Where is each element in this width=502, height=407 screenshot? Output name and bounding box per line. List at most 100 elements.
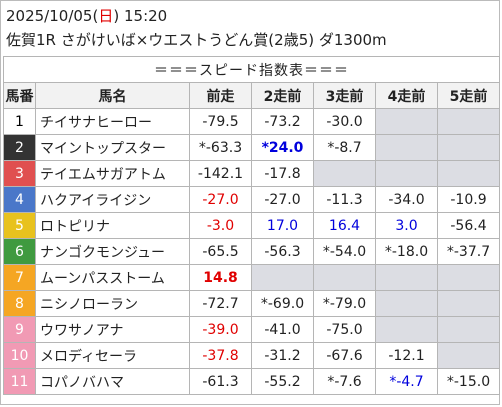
speed-index-3-races-ago: -75.0 bbox=[313, 316, 376, 343]
table-title: ＝＝＝スピード指数表＝＝＝ bbox=[3, 56, 500, 83]
speed-index-last-race: -142.1 bbox=[189, 160, 252, 187]
horse-name: テイエムサガアトム bbox=[35, 160, 190, 187]
speed-index-2-races-ago: 17.0 bbox=[251, 212, 314, 239]
empty-cell bbox=[437, 108, 500, 135]
speed-index-last-race: -39.0 bbox=[189, 316, 252, 343]
speed-index-2-races-ago: *24.0 bbox=[251, 134, 314, 161]
speed-index-table: ＝＝＝スピード指数表＝＝＝ 馬番 馬名 前走 2走前 3走前 4走前 5走前 1… bbox=[3, 56, 500, 395]
col-header-5-races-ago: 5走前 bbox=[437, 82, 500, 109]
empty-cell bbox=[375, 134, 438, 161]
race-weekday: 日 bbox=[98, 7, 114, 25]
empty-cell bbox=[375, 290, 438, 317]
speed-index-3-races-ago: -67.6 bbox=[313, 342, 376, 369]
table-row: 2 マイントップスター *-63.3 *24.0 *-8.7 bbox=[3, 134, 500, 161]
table-row: 11 コパノバハマ -61.3 -55.2 *-7.6 *-4.7 *-15.0 bbox=[3, 368, 500, 395]
horse-name: ムーンパスストーム bbox=[35, 264, 190, 291]
horse-number: 3 bbox=[3, 160, 36, 187]
table-row: 5 ロトピリナ -3.0 17.0 16.4 3.0 -56.4 bbox=[3, 212, 500, 239]
horse-number: 4 bbox=[3, 186, 36, 213]
speed-index-4-races-ago: *-4.7 bbox=[375, 368, 438, 395]
weekday-open-paren: ( bbox=[92, 7, 99, 25]
weekday-close-paren: ) bbox=[113, 7, 120, 25]
horse-name: チイサナヒーロー bbox=[35, 108, 190, 135]
race-title: 佐賀1R さがけいば×ウエストうどん賞(2歳5) ダ1300m bbox=[6, 31, 387, 49]
speed-index-3-races-ago: *-54.0 bbox=[313, 238, 376, 265]
empty-cell bbox=[251, 264, 314, 291]
speed-index-5-races-ago: -56.4 bbox=[437, 212, 500, 239]
horse-number: 1 bbox=[3, 108, 36, 135]
horse-number: 2 bbox=[3, 134, 36, 161]
table-row: 4 ハクアイライジン -27.0 -27.0 -11.3 -34.0 -10.9 bbox=[3, 186, 500, 213]
table-row: 6 ナンゴクモンジュー -65.5 -56.3 *-54.0 *-18.0 *-37.7 bbox=[3, 238, 500, 265]
horse-number: 8 bbox=[3, 290, 36, 317]
race-date: 2025/10/05 bbox=[6, 7, 93, 25]
horse-number: 11 bbox=[3, 368, 36, 395]
horse-name: ウワサノアナ bbox=[35, 316, 190, 343]
speed-index-3-races-ago: -30.0 bbox=[313, 108, 376, 135]
empty-cell bbox=[375, 108, 438, 135]
table-row: 9 ウワサノアナ -39.0 -41.0 -75.0 bbox=[3, 316, 500, 343]
horse-name: ニシノローラン bbox=[35, 290, 190, 317]
speed-index-last-race: -61.3 bbox=[189, 368, 252, 395]
speed-index-2-races-ago: -56.3 bbox=[251, 238, 314, 265]
table-row: 3 テイエムサガアトム -142.1 -17.8 bbox=[3, 160, 500, 187]
speed-index-2-races-ago: *-69.0 bbox=[251, 290, 314, 317]
speed-index-2-races-ago: -17.8 bbox=[251, 160, 314, 187]
empty-cell bbox=[375, 264, 438, 291]
table-row: 8 ニシノローラン -72.7 *-69.0 *-79.0 bbox=[3, 290, 500, 317]
speed-index-last-race: -37.8 bbox=[189, 342, 252, 369]
col-header-last-race: 前走 bbox=[189, 82, 252, 109]
speed-index-3-races-ago: *-7.6 bbox=[313, 368, 376, 395]
speed-index-last-race: -3.0 bbox=[189, 212, 252, 239]
speed-index-5-races-ago: *-37.7 bbox=[437, 238, 500, 265]
speed-index-3-races-ago: -11.3 bbox=[313, 186, 376, 213]
speed-index-4-races-ago: -12.1 bbox=[375, 342, 438, 369]
horse-name: メロディセーラ bbox=[35, 342, 190, 369]
speed-index-2-races-ago: -31.2 bbox=[251, 342, 314, 369]
speed-index-2-races-ago: -73.2 bbox=[251, 108, 314, 135]
horse-name: マイントップスター bbox=[35, 134, 190, 161]
horse-number: 6 bbox=[3, 238, 36, 265]
header-row: 馬番 馬名 前走 2走前 3走前 4走前 5走前 bbox=[3, 82, 500, 109]
speed-index-4-races-ago: *-18.0 bbox=[375, 238, 438, 265]
race-datetime: 2025/10/05(日) 15:20 bbox=[6, 7, 167, 25]
speed-index-last-race: -79.5 bbox=[189, 108, 252, 135]
speed-index-2-races-ago: -41.0 bbox=[251, 316, 314, 343]
empty-cell bbox=[437, 160, 500, 187]
speed-index-3-races-ago: *-79.0 bbox=[313, 290, 376, 317]
speed-index-last-race: 14.8 bbox=[189, 264, 252, 291]
speed-index-2-races-ago: -27.0 bbox=[251, 186, 314, 213]
empty-cell bbox=[437, 316, 500, 343]
col-header-4-races-ago: 4走前 bbox=[375, 82, 438, 109]
col-header-3-races-ago: 3走前 bbox=[313, 82, 376, 109]
speed-index-3-races-ago: *-8.7 bbox=[313, 134, 376, 161]
empty-cell bbox=[437, 264, 500, 291]
horse-number: 10 bbox=[3, 342, 36, 369]
horse-name: コパノバハマ bbox=[35, 368, 190, 395]
horse-number: 5 bbox=[3, 212, 36, 239]
horse-name: ロトピリナ bbox=[35, 212, 190, 239]
horse-number: 7 bbox=[3, 264, 36, 291]
empty-cell bbox=[375, 316, 438, 343]
race-time: 15:20 bbox=[123, 7, 168, 25]
speed-index-5-races-ago: -10.9 bbox=[437, 186, 500, 213]
speed-index-3-races-ago: 16.4 bbox=[313, 212, 376, 239]
table-row: 7 ムーンパスストーム 14.8 bbox=[3, 264, 500, 291]
empty-cell bbox=[437, 134, 500, 161]
table-row: 1 チイサナヒーロー -79.5 -73.2 -30.0 bbox=[3, 108, 500, 135]
col-header-number: 馬番 bbox=[3, 82, 36, 109]
speed-index-last-race: -65.5 bbox=[189, 238, 252, 265]
table-row: 10 メロディセーラ -37.8 -31.2 -67.6 -12.1 bbox=[3, 342, 500, 369]
horse-name: ナンゴクモンジュー bbox=[35, 238, 190, 265]
speed-index-last-race: -27.0 bbox=[189, 186, 252, 213]
empty-cell bbox=[437, 342, 500, 369]
col-header-name: 馬名 bbox=[35, 82, 190, 109]
horse-number: 9 bbox=[3, 316, 36, 343]
empty-cell bbox=[313, 264, 376, 291]
col-header-2-races-ago: 2走前 bbox=[251, 82, 314, 109]
speed-index-5-races-ago: *-15.0 bbox=[437, 368, 500, 395]
empty-cell bbox=[375, 160, 438, 187]
speed-index-2-races-ago: -55.2 bbox=[251, 368, 314, 395]
speed-index-4-races-ago: 3.0 bbox=[375, 212, 438, 239]
